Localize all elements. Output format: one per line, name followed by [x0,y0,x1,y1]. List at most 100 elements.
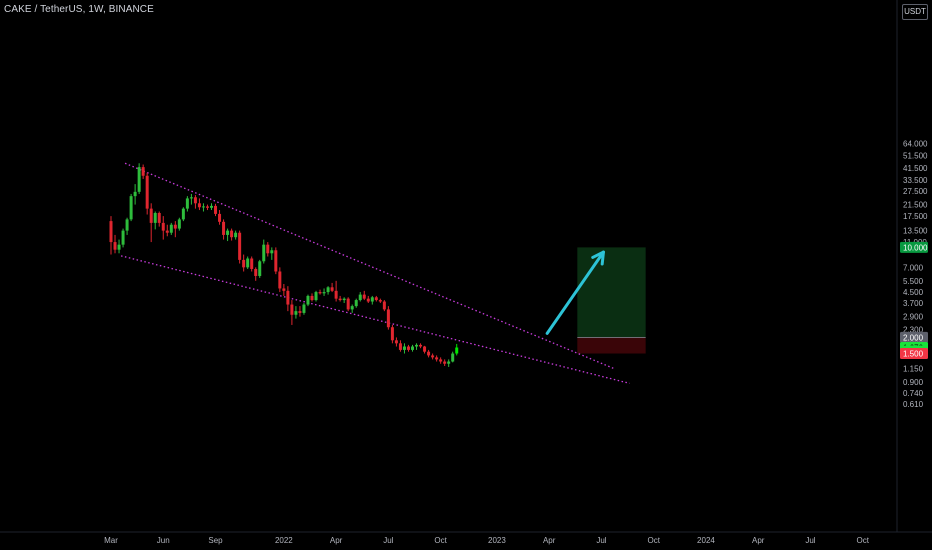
price-tick-label: 2.300 [903,326,924,335]
candle [214,203,218,217]
time-tick-label: 2022 [275,536,293,545]
candle [149,203,153,243]
price-tick-label: 17.500 [903,212,928,221]
candle [254,267,258,281]
candlesticks [109,163,459,367]
candle-body [386,309,390,328]
candle [246,256,250,269]
candle-body [334,290,338,299]
candle-body [398,343,402,350]
time-tick-label: Apr [543,536,556,545]
candle-body [366,298,370,302]
candle-body [161,222,165,231]
candle [205,204,209,211]
price-tick-label: 51.500 [903,152,928,161]
price-axis: 64.000 51.500 41.500 33.500 27.500 21.500 17.5… [896,0,928,532]
candle-body [234,232,238,238]
candle-body [402,346,406,350]
candle [125,217,129,235]
candle [398,340,402,352]
candle [250,256,254,272]
candle-body [266,244,270,254]
candle [189,193,193,205]
price-tick-label: 33.500 [903,176,928,185]
candle-body [431,355,435,358]
candle [358,292,362,302]
candle [290,300,294,325]
candle-body [451,353,455,362]
candle-body [294,311,298,315]
candle [386,306,390,330]
candle-body [149,208,153,223]
price-tick-label: 41.500 [903,164,928,173]
candle-body [238,232,242,260]
arrow-head [591,250,605,266]
candle-body [141,167,145,176]
candle [210,203,213,211]
candle-body [201,206,205,208]
candle [423,345,427,354]
candle [145,172,149,215]
candle [394,337,398,347]
candle-body [222,221,226,235]
candle [362,290,366,301]
candle [294,306,298,319]
price-tick-label: 0.610 [903,400,924,409]
candle [455,343,459,356]
candle [266,242,270,257]
candle [258,259,262,278]
price-tag-label: 10.000 [903,243,928,252]
candle [193,195,197,209]
candle-body [189,197,193,199]
candle-body [254,268,258,276]
candle [451,351,455,363]
candle-body [282,288,286,291]
candle [314,290,318,302]
time-tick-label: Sep [208,536,223,545]
candle [234,230,238,240]
candle-body [205,206,209,208]
candle [169,222,173,235]
candle-body [427,351,431,356]
time-tick-label: Apr [330,536,343,545]
currency-button[interactable]: USDT [902,4,928,20]
time-tick-label: Mar [104,536,118,545]
candle-body [218,213,222,222]
candle-body [346,298,350,310]
candle-body [342,298,346,301]
candle-body [406,346,410,350]
candle-body [145,175,149,209]
price-tick-label: 4.500 [903,288,924,297]
candle [185,196,189,212]
candle-body [362,294,366,299]
candle-body [286,290,290,305]
wedge-upper-line [124,162,614,369]
candle [350,304,354,313]
breakout-arrow [545,250,605,335]
candle [153,211,157,230]
price-tag: 10.000 [900,241,928,253]
candle-body [419,344,423,347]
candle [133,184,137,205]
candle-body [306,295,310,305]
candle [298,306,302,317]
time-axis: Mar Jun Sep 2022 Apr Jul Oct 2023 Apr Jul Oct 2024 A… [0,531,932,545]
candle [113,234,117,254]
candle [109,216,113,255]
candle-body [173,224,177,229]
candle [262,239,266,264]
wedge-lower-line [120,255,630,384]
candle [419,343,423,349]
candle-body [370,297,374,302]
candle-body [117,244,121,250]
candle-body [262,244,266,262]
time-tick-label: Oct [647,536,660,545]
price-tag: 2.000 [900,331,928,343]
candle [222,219,226,240]
candle [137,163,141,194]
candle [141,164,145,179]
candle-body [374,297,378,301]
candle-body [423,346,427,352]
candle-body [109,221,113,243]
